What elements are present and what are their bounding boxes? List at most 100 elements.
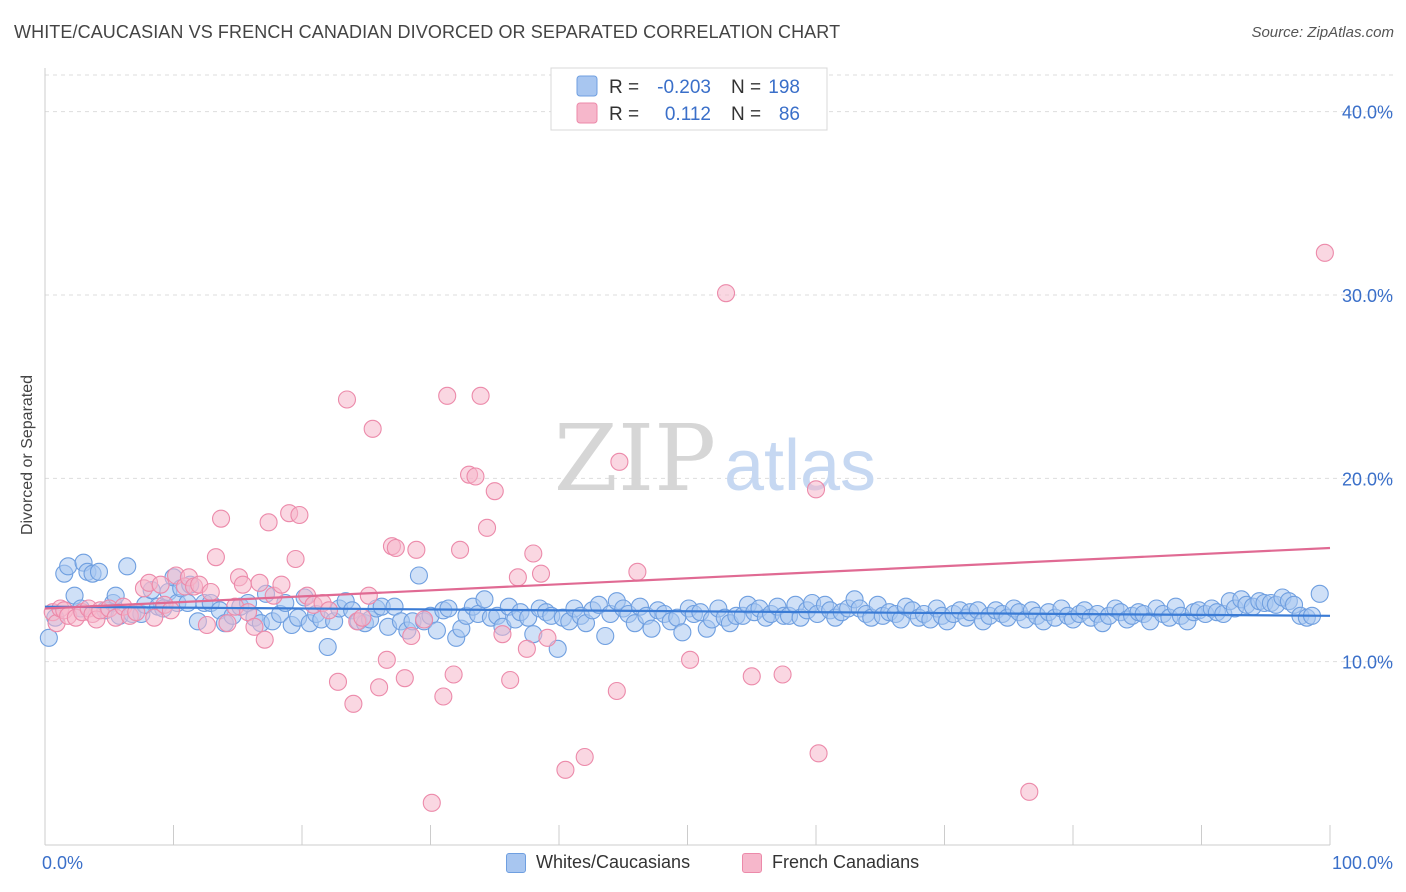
whites-point — [1310, 584, 1329, 603]
chart-title: WHITE/CAUCASIAN VS FRENCH CANADIAN DIVOR… — [14, 22, 841, 42]
legend-swatch-whites-bottom — [506, 852, 526, 873]
whites-point — [475, 590, 494, 609]
french-point — [245, 617, 264, 636]
french-point — [290, 505, 309, 525]
y-tick-label: 40.0% — [1342, 103, 1393, 123]
watermark: ZIP atlas — [554, 405, 876, 512]
legend-item-whites[interactable]: Whites/Caucasians — [506, 852, 690, 873]
french-point — [517, 639, 536, 658]
legend-label-whites: Whites/Caucasians — [536, 852, 691, 872]
whites-point — [673, 623, 692, 642]
french-point — [716, 284, 736, 303]
french-point — [359, 586, 378, 605]
points-layer — [39, 243, 1334, 812]
french-point — [319, 601, 339, 620]
legend-label-french: French Canadians — [772, 852, 920, 872]
y-tick-label: 30.0% — [1342, 286, 1393, 306]
french-point — [377, 650, 396, 669]
french-point — [434, 687, 453, 706]
french-point — [255, 630, 274, 649]
french-point — [607, 681, 626, 701]
french-point — [538, 628, 557, 647]
whites-point — [596, 626, 615, 646]
legend-n-value-french: 86 — [779, 104, 800, 125]
x-tick-label-max: 100.0% — [1332, 853, 1393, 873]
x-tick-label-min: 0.0% — [42, 853, 83, 873]
french-point — [415, 610, 434, 629]
french-point — [145, 608, 164, 627]
french-point — [328, 672, 348, 691]
french-point — [422, 793, 441, 812]
french-point — [353, 608, 372, 627]
legend-n-value-whites: 198 — [768, 77, 800, 98]
bottom-legend: Whites/Caucasians French Canadians — [0, 852, 1406, 878]
legend-r-value-french: 0.112 — [665, 104, 711, 125]
legend-swatch-whites — [576, 75, 598, 97]
whites-point — [548, 639, 567, 658]
french-point — [809, 744, 828, 763]
top-legend: R = -0.203 N = 198 R = 0.112 N = 86 — [550, 67, 828, 131]
french-point — [471, 386, 490, 405]
french-point — [386, 538, 405, 558]
french-point — [806, 480, 826, 499]
french-point — [575, 747, 594, 767]
french-point — [344, 694, 363, 713]
y-tick-label: 10.0% — [1342, 653, 1393, 673]
french-point — [250, 573, 269, 592]
whites-point — [59, 557, 78, 576]
legend-n-label-whites: N = — [731, 77, 761, 98]
french-point — [218, 614, 237, 633]
french-point — [407, 540, 426, 559]
french-point — [151, 575, 170, 594]
whites-point — [39, 628, 58, 647]
french-point — [773, 665, 792, 684]
french-point — [1315, 243, 1334, 262]
french-point — [201, 582, 220, 602]
whites-point — [427, 621, 446, 640]
legend-swatch-french — [576, 102, 598, 124]
french-point — [524, 544, 543, 563]
tick-labels: 10.0% 20.0% 30.0% 40.0% 0.0% 100.0% — [42, 103, 1393, 873]
watermark-zip: ZIP — [554, 405, 716, 512]
whites-point — [318, 637, 337, 657]
french-point — [286, 549, 305, 569]
watermark-atlas: atlas — [724, 426, 876, 506]
whites-point — [642, 619, 661, 638]
whites-point — [89, 562, 109, 581]
french-point — [681, 650, 700, 669]
french-point — [531, 564, 551, 583]
french-point — [556, 760, 575, 779]
french-point — [610, 452, 629, 471]
french-point — [477, 518, 497, 537]
french-point — [466, 467, 485, 486]
french-point — [742, 667, 761, 686]
french-point — [402, 626, 421, 646]
legend-swatch-french-bottom — [742, 852, 762, 873]
french-point — [493, 625, 512, 644]
source-credit: Source: ZipAtlas.com — [1251, 24, 1394, 41]
french-point — [1020, 782, 1039, 801]
legend-item-french[interactable]: French Canadians — [742, 852, 919, 873]
whites-point — [118, 557, 137, 576]
french-point — [485, 482, 504, 501]
french-point — [272, 575, 291, 594]
french-point — [197, 615, 216, 635]
french-point — [508, 568, 527, 587]
whites-point — [409, 566, 428, 585]
legend-r-value-whites: -0.203 — [657, 77, 711, 98]
french-point — [206, 548, 225, 567]
grid-layer — [45, 74, 1395, 663]
french-point — [395, 669, 414, 688]
french-point — [501, 670, 520, 690]
french-point — [370, 678, 389, 697]
french-point — [363, 419, 382, 438]
axis-layer — [44, 68, 1331, 846]
french-point — [259, 513, 278, 532]
french-point — [628, 562, 647, 581]
legend-r-label-french: R = — [609, 104, 639, 125]
whites-trend-line — [44, 605, 1331, 617]
legend-n-label-french: N = — [731, 104, 761, 125]
y-tick-label: 20.0% — [1342, 469, 1393, 489]
french-point — [211, 509, 231, 528]
